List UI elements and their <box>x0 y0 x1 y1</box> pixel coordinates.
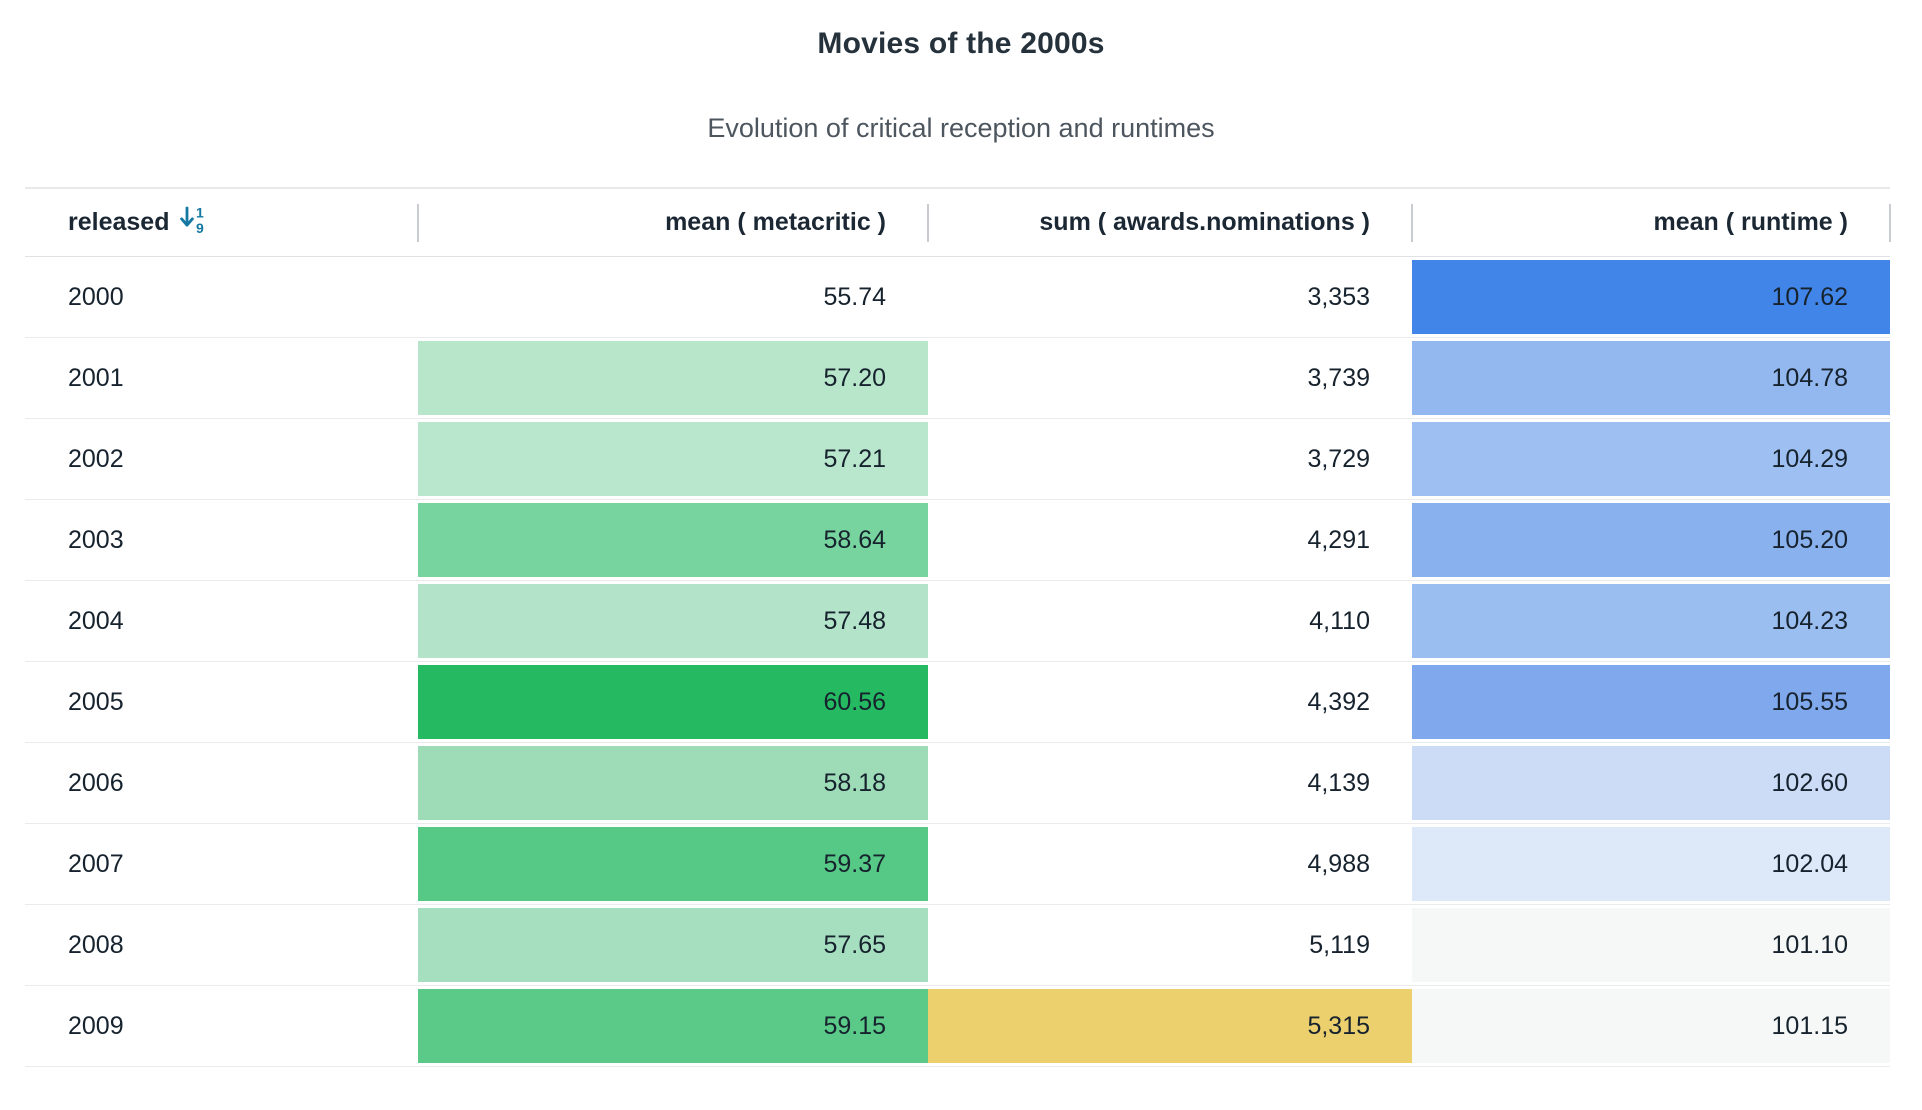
awards-cell: 3,353 <box>928 257 1412 338</box>
year-cell: 2003 <box>25 500 418 581</box>
year-cell: 2009 <box>25 986 418 1067</box>
column-header-metacritic-label: mean ( metacritic ) <box>665 208 886 236</box>
metacritic-cell: 59.15 <box>418 986 928 1067</box>
movies-table-page: Movies of the 2000s Evolution of critica… <box>25 27 1891 1067</box>
year-cell: 2001 <box>25 338 418 419</box>
data-table-container: released 1 9 <box>25 187 1891 1067</box>
awards-cell: 5,315 <box>928 986 1412 1067</box>
awards-cell: 4,392 <box>928 662 1412 743</box>
column-header-released-label: released <box>68 208 170 236</box>
awards-cell: 4,988 <box>928 824 1412 905</box>
awards-cell: 3,729 <box>928 419 1412 500</box>
year-cell: 2000 <box>25 257 418 338</box>
runtime-cell: 105.55 <box>1412 662 1890 743</box>
column-header-metacritic[interactable]: mean ( metacritic ) <box>418 187 929 257</box>
table-body: 2000 55.74 3,353 107.62 2001 57.20 3,739 104.78… <box>25 257 1890 1067</box>
metacritic-cell: 60.56 <box>418 662 928 743</box>
table-row: 2005 60.56 4,392 105.55 <box>25 662 1890 743</box>
table-row: 2009 59.15 5,315 101.15 <box>25 986 1890 1067</box>
table-header: released 1 9 <box>25 187 1891 257</box>
page-subtitle: Evolution of critical reception and runt… <box>707 113 1215 143</box>
metacritic-cell: 57.20 <box>418 338 928 419</box>
awards-cell: 4,110 <box>928 581 1412 662</box>
table-row: 2004 57.48 4,110 104.23 <box>25 581 1890 662</box>
awards-cell: 3,739 <box>928 338 1412 419</box>
year-cell: 2004 <box>25 581 418 662</box>
table-row: 2000 55.74 3,353 107.62 <box>25 257 1890 338</box>
metacritic-cell: 57.48 <box>418 581 928 662</box>
runtime-cell: 104.29 <box>1412 419 1890 500</box>
column-separator <box>1889 203 1891 242</box>
metacritic-cell: 58.18 <box>418 743 928 824</box>
year-cell: 2006 <box>25 743 418 824</box>
metacritic-cell: 59.37 <box>418 824 928 905</box>
awards-cell: 4,291 <box>928 500 1412 581</box>
runtime-cell: 101.10 <box>1412 905 1890 986</box>
table-row: 2003 58.64 4,291 105.20 <box>25 500 1890 581</box>
metacritic-cell: 57.65 <box>418 905 928 986</box>
table-row: 2001 57.20 3,739 104.78 <box>25 338 1890 419</box>
svg-text:1: 1 <box>196 205 204 221</box>
column-header-released[interactable]: released 1 9 <box>25 187 419 257</box>
runtime-cell: 107.62 <box>1412 257 1890 338</box>
sort-ascending-1-9-icon[interactable]: 1 9 <box>179 204 210 241</box>
runtime-cell: 101.15 <box>1412 986 1890 1067</box>
column-header-awards[interactable]: sum ( awards.nominations ) <box>928 187 1413 257</box>
year-cell: 2002 <box>25 419 418 500</box>
runtime-cell: 102.60 <box>1412 743 1890 824</box>
runtime-cell: 104.78 <box>1412 338 1890 419</box>
metacritic-cell: 55.74 <box>418 257 928 338</box>
table-row: 2006 58.18 4,139 102.60 <box>25 743 1890 824</box>
awards-cell: 5,119 <box>928 905 1412 986</box>
metacritic-cell: 58.64 <box>418 500 928 581</box>
column-header-awards-label: sum ( awards.nominations ) <box>1039 208 1370 236</box>
svg-text:9: 9 <box>196 220 204 234</box>
page-title: Movies of the 2000s <box>817 27 1105 60</box>
runtime-cell: 102.04 <box>1412 824 1890 905</box>
metacritic-cell: 57.21 <box>418 419 928 500</box>
year-cell: 2007 <box>25 824 418 905</box>
column-header-runtime-label: mean ( runtime ) <box>1653 208 1848 236</box>
table-row: 2007 59.37 4,988 102.04 <box>25 824 1890 905</box>
table-row: 2002 57.21 3,729 104.29 <box>25 419 1890 500</box>
runtime-cell: 105.20 <box>1412 500 1890 581</box>
movies-data-table: released 1 9 <box>25 187 1891 1067</box>
column-header-runtime[interactable]: mean ( runtime ) <box>1412 187 1891 257</box>
year-cell: 2008 <box>25 905 418 986</box>
table-row: 2008 57.65 5,119 101.10 <box>25 905 1890 986</box>
awards-cell: 4,139 <box>928 743 1412 824</box>
runtime-cell: 104.23 <box>1412 581 1890 662</box>
year-cell: 2005 <box>25 662 418 743</box>
